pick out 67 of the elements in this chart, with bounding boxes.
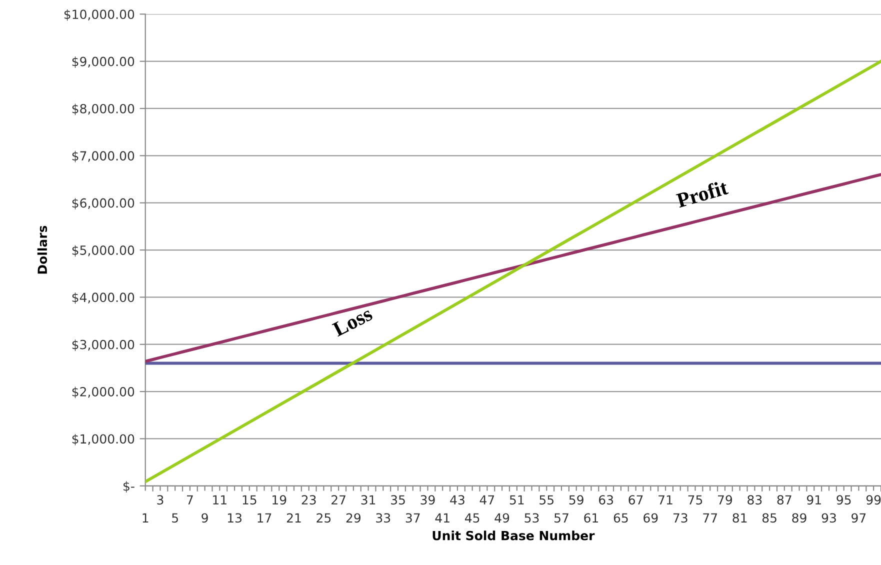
- annotation: Loss: [332, 306, 374, 337]
- x-tick-label: 43: [450, 495, 464, 505]
- x-tick-label: 45: [464, 513, 480, 523]
- x-tick-label: 83: [748, 495, 762, 505]
- annotation: Profit: [676, 179, 729, 208]
- x-tick-label: 77: [703, 513, 717, 522]
- x-tick-label: 31: [361, 495, 376, 505]
- x-tick-label: 91: [806, 495, 821, 505]
- x-tick-label: 85: [762, 513, 776, 523]
- x-tick-label: 93: [822, 513, 836, 523]
- x-tick-label: 59: [569, 495, 584, 505]
- y-tick-label: $-: [124, 481, 134, 492]
- x-tick-label: 27: [332, 495, 346, 504]
- x-tick-label: 87: [777, 495, 792, 505]
- x-tick-label: 95: [836, 495, 851, 505]
- y-tick-label: $9,000.00: [72, 56, 134, 68]
- x-tick-label: 37: [406, 513, 420, 523]
- x-tick-label: 13: [228, 513, 242, 523]
- x-tick-label: 61: [584, 513, 598, 523]
- y-tick-label: $10,000.00: [64, 9, 134, 21]
- y-tick-label: $7,000.00: [72, 150, 134, 162]
- x-tick-label: 49: [494, 513, 510, 523]
- x-tick-label: 33: [376, 513, 390, 523]
- x-tick-label: 97: [852, 513, 866, 523]
- x-tick-label: 21: [286, 513, 301, 522]
- x-tick-label: 11: [213, 495, 226, 504]
- x-tick-label: 41: [435, 513, 450, 522]
- x-tick-label: 3: [157, 495, 164, 505]
- x-tick-label: 15: [242, 495, 256, 505]
- x-tick-label: 81: [732, 513, 747, 523]
- y-tick-label: $1,000.00: [72, 434, 134, 446]
- x-tick-label: 25: [316, 513, 331, 523]
- x-tick-label: 29: [346, 513, 360, 523]
- y-tick-label: $3,000.00: [72, 340, 134, 351]
- y-axis-title: Dollars: [37, 226, 48, 274]
- x-tick-label: 55: [540, 495, 554, 505]
- x-tick-label: 51: [510, 495, 524, 505]
- x-tick-label: 17: [258, 513, 272, 522]
- x-tick-label: 73: [673, 513, 688, 523]
- x-tick-label: 69: [644, 513, 658, 523]
- x-axis-title: Unit Sold Base Number: [432, 530, 595, 540]
- y-tick-label: $8,000.00: [72, 104, 134, 116]
- y-tick-label: $4,000.00: [72, 292, 134, 304]
- line-series: [145, 60, 881, 484]
- x-tick-label: 5: [172, 513, 178, 523]
- y-tick-label: $6,000.00: [72, 198, 134, 210]
- x-tick-label: 67: [628, 495, 643, 505]
- line-series: [145, 173, 881, 363]
- x-tick-label: 1: [142, 513, 148, 522]
- y-tick-label: $5,000.00: [72, 245, 134, 257]
- x-tick-label: 63: [598, 495, 614, 505]
- x-tick-label: 19: [272, 495, 286, 505]
- x-tick-label: 23: [302, 495, 316, 505]
- x-tick-label: 7: [187, 495, 193, 504]
- x-tick-label: 47: [480, 495, 494, 504]
- x-tick-label: 75: [688, 495, 702, 505]
- x-tick-label: 79: [718, 495, 732, 505]
- x-tick-label: 9: [202, 513, 208, 523]
- y-tick-label: $2,000.00: [72, 386, 134, 398]
- x-tick-label: 99: [866, 495, 881, 505]
- x-tick-label: 71: [658, 495, 672, 504]
- x-tick-label: 65: [614, 513, 628, 523]
- x-tick-label: 89: [792, 513, 806, 523]
- x-tick-label: 57: [554, 513, 568, 523]
- x-tick-label: 39: [420, 495, 435, 505]
- x-tick-label: 35: [391, 495, 405, 505]
- x-tick-label: 53: [524, 513, 539, 523]
